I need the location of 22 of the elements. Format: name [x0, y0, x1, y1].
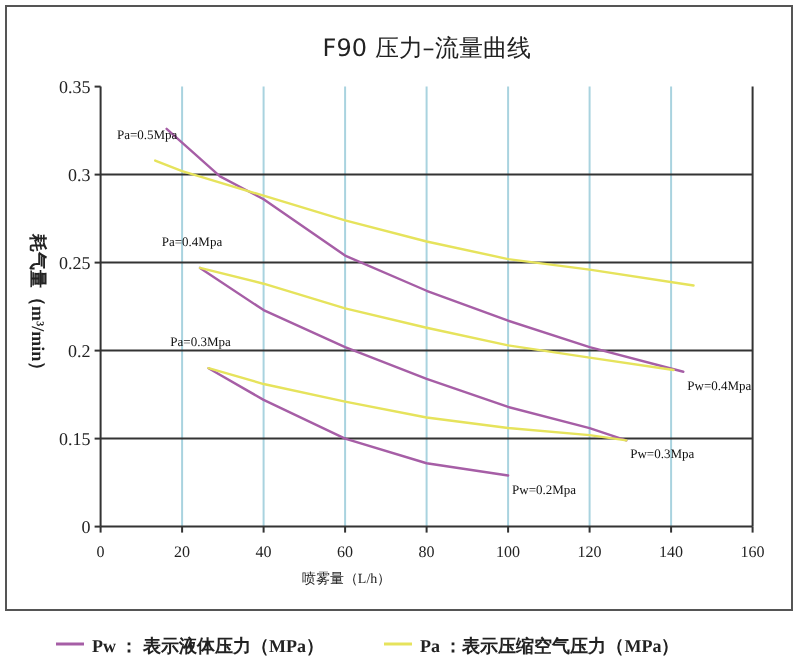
- x-tick-label: 160: [740, 542, 765, 561]
- x-tick-label: 120: [577, 542, 602, 561]
- line-series: [154, 159, 695, 287]
- legend-label: Pa ：表示压缩空气压力（MPa）: [420, 636, 680, 656]
- x-tick-label: 80: [418, 542, 435, 561]
- chart-title: F90 压力–流量曲线: [322, 34, 531, 62]
- y-tick-label: 0.25: [59, 252, 92, 273]
- x-tick-label: 20: [174, 542, 191, 561]
- x-tick-label: 0: [96, 542, 105, 561]
- y-tick-label: 0.35: [59, 76, 92, 97]
- line-series: [207, 367, 510, 477]
- y-tick-label: 0.3: [68, 164, 92, 185]
- x-tick-label: 40: [255, 542, 272, 561]
- y-tick-label: 0.15: [59, 428, 92, 449]
- legend-label: Pw ： 表示液体压力（MPa）: [92, 636, 324, 656]
- line-series: [207, 367, 628, 442]
- x-tick-label: 140: [659, 542, 684, 561]
- y-tick-label: 0.2: [68, 340, 91, 361]
- x-tick-label: 60: [337, 542, 354, 561]
- y-axis-title: 耗气量（m³/min）: [28, 231, 48, 380]
- x-tick-label: 100: [496, 542, 521, 561]
- y-tick-label: 0: [81, 516, 92, 537]
